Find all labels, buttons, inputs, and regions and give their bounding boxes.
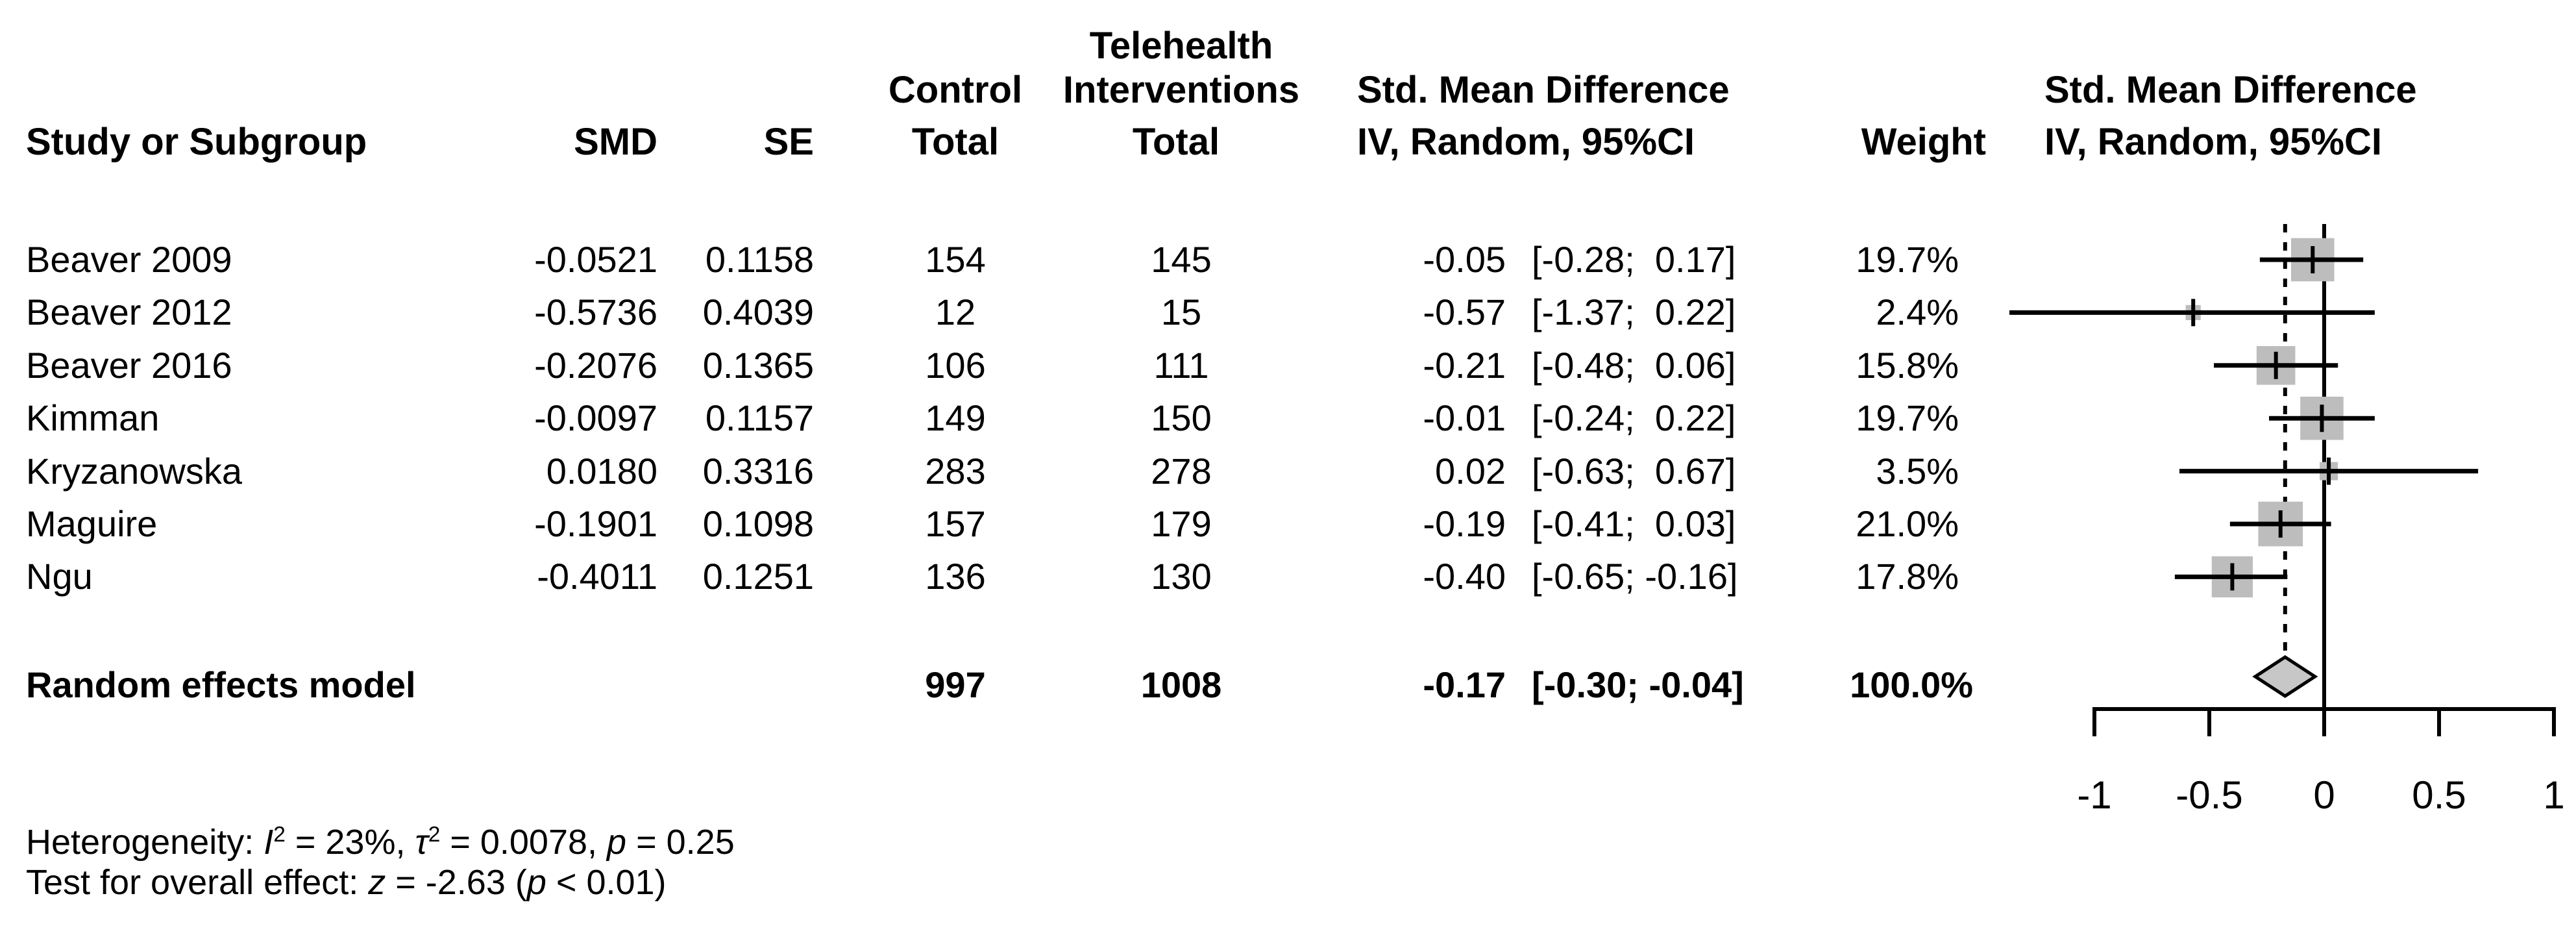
study-control-total: 136	[925, 556, 986, 597]
se-header: SE	[763, 121, 814, 163]
summary-ci: [-0.30; -0.04]	[1532, 664, 1744, 705]
smd-header: SMD	[574, 121, 657, 163]
study-label: Kimman	[26, 397, 160, 439]
study-control-total: 149	[925, 397, 986, 439]
study-se: 0.1158	[705, 239, 814, 280]
summary-control-total: 997	[925, 664, 986, 705]
effect-column-title: Std. Mean Difference	[1357, 69, 1730, 111]
footnote-segment: Heterogeneity:	[26, 823, 264, 862]
study-ci: [-1.37; 0.22]	[1532, 292, 1736, 333]
study-ci: [-0.65; -0.16]	[1532, 556, 1738, 597]
study-smd: -0.4011	[537, 556, 657, 597]
study-smd: -0.0521	[534, 239, 657, 280]
study-smd: -0.5736	[534, 292, 657, 333]
footnote-segment: 2	[273, 823, 286, 847]
study-control-total: 12	[935, 292, 976, 333]
plot-column-title: Std. Mean Difference	[2044, 69, 2417, 111]
study-ci: [-0.48; 0.06]	[1532, 344, 1736, 386]
summary-estimate: -0.17	[1423, 664, 1506, 705]
study-se: 0.3316	[702, 450, 814, 492]
study-estimate: -0.05	[1423, 239, 1506, 280]
study-weight: 19.7%	[1856, 239, 1959, 280]
study-control-total: 106	[925, 344, 986, 386]
study-ci: [-0.24; 0.22]	[1532, 397, 1736, 439]
study-se: 0.1365	[702, 344, 814, 386]
study-estimate: -0.57	[1423, 292, 1506, 333]
study-estimate: -0.01	[1423, 397, 1506, 439]
study-se: 0.1157	[705, 397, 814, 439]
footnote-segment: Test for overall effect:	[26, 863, 369, 902]
x-axis-tick-label: 0	[2313, 773, 2335, 817]
summary-weight: 100.0%	[1850, 664, 1973, 705]
x-axis-tick-label: 0.5	[2412, 773, 2466, 817]
study-smd: -0.2076	[534, 344, 657, 386]
study-label: Beaver 2009	[26, 239, 232, 280]
footnote-segment: = -2.63 (	[386, 863, 527, 902]
control-total-header: Total	[911, 121, 1000, 163]
study-weight: 19.7%	[1856, 397, 1959, 439]
study-se: 0.4039	[702, 292, 814, 333]
control-group-header: Control	[888, 69, 1023, 111]
study-smd: -0.1901	[534, 503, 657, 544]
study-label: Beaver 2012	[26, 292, 232, 333]
footnote-segment: I	[264, 823, 274, 862]
footnote-segment: τ	[415, 823, 428, 862]
study-weight: 15.8%	[1856, 344, 1959, 386]
study-telehealth-total: 15	[1160, 292, 1202, 333]
study-estimate: 0.02	[1435, 450, 1506, 492]
study-weight: 21.0%	[1856, 503, 1959, 544]
footnote-segment: p	[526, 863, 546, 902]
telehealth-header-line2: Interventions	[1062, 69, 1300, 111]
study-telehealth-total: 145	[1151, 239, 1212, 280]
plot-column-subtitle: IV, Random, 95%CI	[2044, 121, 2383, 163]
overall-effect-note: Test for overall effect: z = -2.63 (p < …	[26, 864, 667, 901]
study-telehealth-total: 111	[1153, 344, 1209, 386]
x-axis-tick-label: -1	[2077, 773, 2111, 817]
study-label: Ngu	[26, 556, 93, 597]
study-estimate: -0.40	[1423, 556, 1506, 597]
study-estimate: -0.19	[1423, 503, 1506, 544]
study-subgroup-header: Study or Subgroup	[26, 121, 367, 163]
footnote-segment: z	[368, 863, 386, 902]
study-smd: -0.0097	[534, 397, 657, 439]
x-axis-tick-label: 1	[2543, 773, 2564, 817]
study-control-total: 154	[925, 239, 986, 280]
study-telehealth-total: 150	[1151, 397, 1212, 439]
heterogeneity-note: Heterogeneity: I2 = 23%, τ2 = 0.0078, p …	[26, 823, 735, 861]
study-smd: 0.0180	[546, 450, 657, 492]
study-ci: [-0.41; 0.03]	[1532, 503, 1736, 544]
study-control-total: 157	[925, 503, 986, 544]
study-telehealth-total: 278	[1151, 450, 1212, 492]
footnote-segment: = 0.25	[626, 823, 735, 862]
study-ci: [-0.63; 0.67]	[1532, 450, 1736, 492]
telehealth-total-header: Total	[1132, 121, 1220, 163]
study-weight: 3.5%	[1876, 450, 1959, 492]
study-telehealth-total: 179	[1151, 503, 1212, 544]
study-label: Beaver 2016	[26, 344, 232, 386]
study-control-total: 283	[925, 450, 986, 492]
study-label: Maguire	[26, 503, 158, 544]
effect-column-subtitle: IV, Random, 95%CI	[1357, 121, 1695, 163]
study-se: 0.1251	[702, 556, 814, 597]
summary-diamond	[2252, 655, 2318, 698]
study-estimate: -0.21	[1423, 344, 1506, 386]
study-weight: 2.4%	[1876, 292, 1959, 333]
footnote-segment: 2	[428, 823, 441, 847]
study-label: Kryzanowska	[26, 450, 243, 492]
summary-label: Random effects model	[26, 664, 416, 705]
weight-header: Weight	[1861, 121, 1986, 163]
study-se: 0.1098	[702, 503, 814, 544]
footnote-segment: = 23%,	[285, 823, 415, 862]
footnote-segment: < 0.01)	[546, 863, 667, 902]
study-telehealth-total: 130	[1151, 556, 1212, 597]
x-axis-tick-label: -0.5	[2176, 773, 2242, 817]
study-weight: 17.8%	[1856, 556, 1959, 597]
study-ci: [-0.28; 0.17]	[1532, 239, 1736, 280]
telehealth-header-line1: Telehealth	[1089, 25, 1273, 67]
summary-telehealth-total: 1008	[1140, 664, 1222, 705]
footnote-segment: p	[607, 823, 627, 862]
footnote-segment: = 0.0078,	[440, 823, 607, 862]
